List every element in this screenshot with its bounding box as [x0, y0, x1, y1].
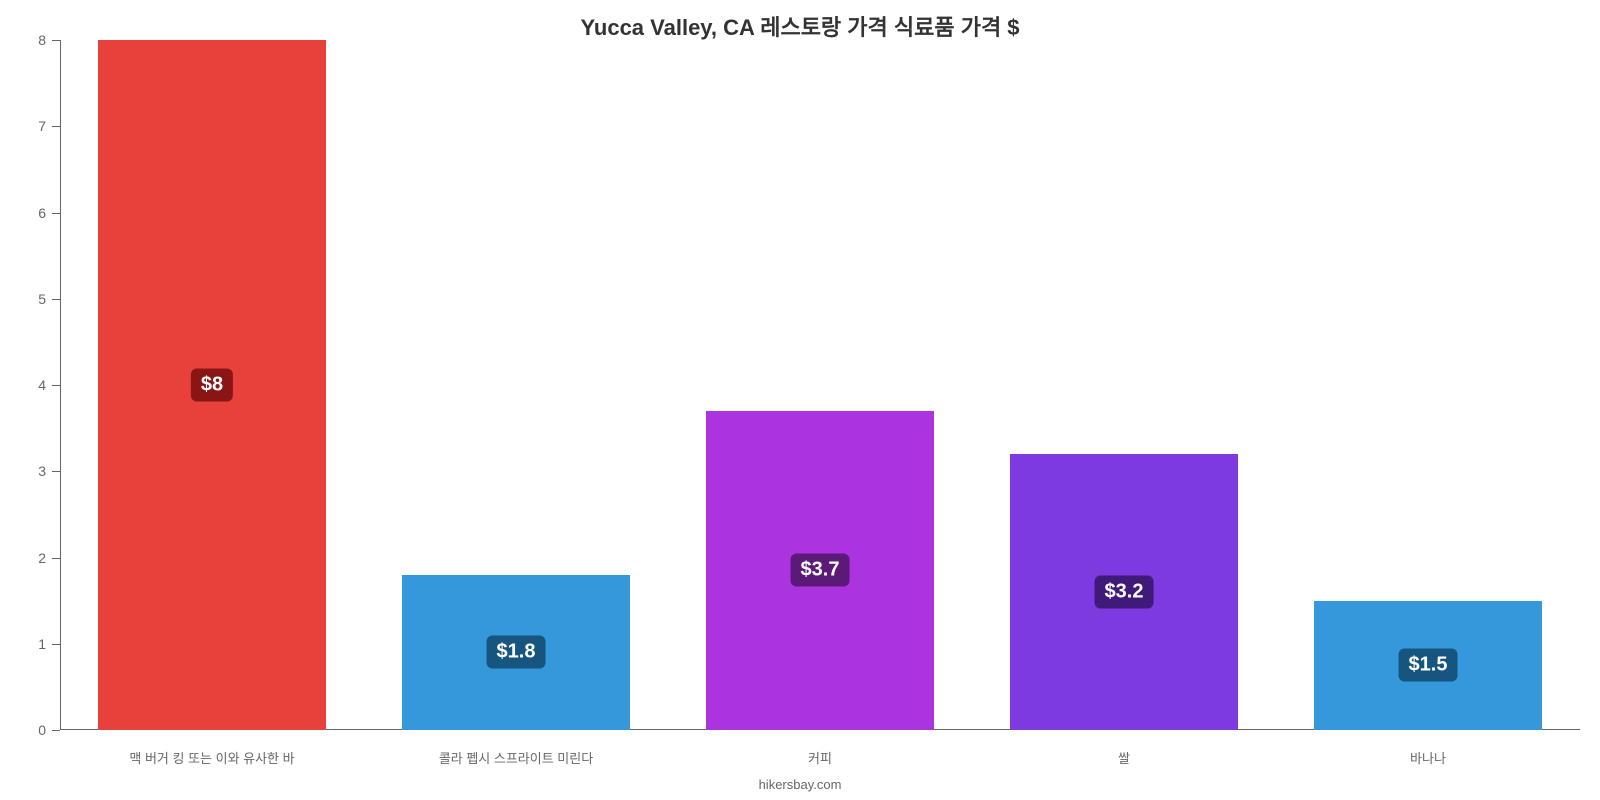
bar-value-label: $3.7 [791, 554, 850, 587]
chart-credit: hikersbay.com [0, 777, 1600, 792]
x-category-label: 맥 버거 킹 또는 이와 유사한 바 [129, 748, 294, 767]
y-tick [52, 558, 60, 559]
y-tick [52, 644, 60, 645]
y-tick [52, 730, 60, 731]
y-tick-label: 1 [12, 636, 46, 652]
y-tick [52, 213, 60, 214]
y-tick-label: 4 [12, 377, 46, 393]
x-category-label: 커피 [808, 748, 832, 767]
y-tick-label: 6 [12, 205, 46, 221]
y-tick-label: 5 [12, 291, 46, 307]
bar-value-label: $1.5 [1399, 649, 1458, 682]
y-tick-label: 7 [12, 118, 46, 134]
chart-title: Yucca Valley, CA 레스토랑 가격 식료품 가격 $ [0, 10, 1600, 42]
y-tick-label: 2 [12, 550, 46, 566]
y-tick-label: 8 [12, 32, 46, 48]
y-tick-label: 3 [12, 463, 46, 479]
y-tick [52, 126, 60, 127]
y-axis [60, 40, 61, 730]
bar-value-label: $3.2 [1095, 576, 1154, 609]
y-tick [52, 385, 60, 386]
y-tick [52, 40, 60, 41]
y-tick [52, 299, 60, 300]
bar-value-label: $8 [191, 369, 233, 402]
y-tick [52, 471, 60, 472]
x-category-label: 쌀 [1118, 748, 1130, 767]
y-tick-label: 0 [12, 722, 46, 738]
x-category-label: 콜라 펩시 스프라이트 미린다 [439, 748, 593, 767]
bar-value-label: $1.8 [487, 636, 546, 669]
price-bar-chart: Yucca Valley, CA 레스토랑 가격 식료품 가격 $ 012345… [0, 0, 1600, 800]
plot-area: 012345678$8맥 버거 킹 또는 이와 유사한 바$1.8콜라 펩시 스… [60, 40, 1580, 730]
x-category-label: 바나나 [1410, 748, 1446, 767]
